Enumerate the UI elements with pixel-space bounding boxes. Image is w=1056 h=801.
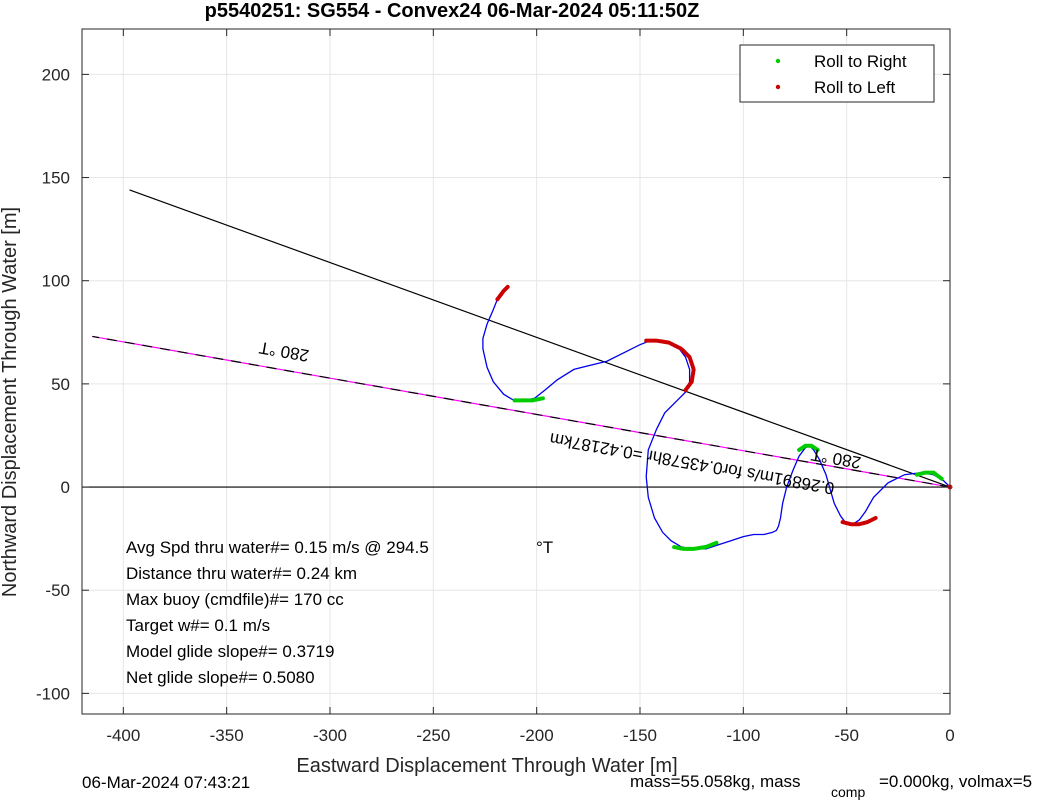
legend: Roll to Right Roll to Left — [739, 44, 935, 103]
y-tick-label: 200 — [42, 65, 70, 84]
stat-model-glide: Model glide slope#= 0.3719 — [126, 642, 334, 661]
y-tick-label: -100 — [36, 684, 70, 703]
x-tick-label: -150 — [623, 726, 657, 745]
axes-box — [81, 28, 951, 715]
stats-block: Avg Spd thru water#= 0.15 m/s @ 294.5 °T… — [126, 538, 553, 687]
x-tick-label: -200 — [520, 726, 554, 745]
legend-label-roll-left: Roll to Left — [814, 78, 896, 97]
stat-avg-speed: Avg Spd thru water#= 0.15 m/s @ 294.5 — [126, 538, 429, 557]
x-tick-label: -400 — [106, 726, 140, 745]
roll-right-segment — [797, 443, 820, 452]
stat-max-buoy: Max buoy (cmdfile)#= 170 cc — [126, 590, 344, 609]
roll-left-segment — [495, 284, 510, 302]
footer-volmax: =0.000kg, volmax=5 — [879, 772, 1032, 791]
heading-line — [129, 189, 951, 488]
legend-box — [739, 44, 935, 103]
stat-net-glide: Net glide slope#= 0.5080 — [126, 668, 315, 687]
roll-right-segment — [914, 470, 944, 481]
legend-marker-roll-right — [775, 58, 781, 64]
x-tick-label: -350 — [210, 726, 244, 745]
stat-distance: Distance thru water#= 0.24 km — [126, 564, 357, 583]
reference-lines — [82, 189, 951, 488]
footer: 06-Mar-2024 07:43:21 mass=55.058kg, mass… — [82, 772, 1032, 800]
roll-right-segment — [671, 540, 719, 551]
y-tick-label: 50 — [51, 375, 70, 394]
x-axis-label: Eastward Displacement Through Water [m] — [296, 755, 677, 777]
roll-markers — [495, 284, 953, 551]
plot-area — [82, 29, 950, 714]
legend-marker-roll-left — [775, 84, 781, 90]
footer-mass: mass=55.058kg, mass — [630, 772, 801, 791]
chart-title: p5540251: SG554 - Convex24 06-Mar-2024 0… — [205, 0, 700, 22]
roll-left-segment — [644, 338, 696, 393]
footer-date: 06-Mar-2024 07:43:21 — [82, 773, 250, 792]
stat-avg-speed-unit: °T — [536, 538, 553, 557]
x-tick-label: -250 — [416, 726, 450, 745]
stat-target-w: Target w#= 0.1 m/s — [126, 616, 270, 635]
y-axis-label: Northward Displacement Through Water [m] — [0, 207, 21, 597]
y-tick-label: 100 — [42, 272, 70, 291]
y-tick-label: -50 — [45, 581, 70, 600]
x-tick-label: -50 — [834, 726, 859, 745]
axis-ticks: -400 -350 -300 -250 -200 -150 -100 -50 0 -100 -50 0… — [36, 29, 955, 745]
x-tick-label: 0 — [945, 726, 954, 745]
footer-comp-subscript: comp — [831, 784, 865, 800]
y-tick-label: 150 — [42, 169, 70, 188]
legend-label-roll-right: Roll to Right — [814, 52, 907, 71]
x-tick-label: -300 — [313, 726, 347, 745]
x-tick-label: -100 — [726, 726, 760, 745]
net-displacement-dashed-line — [92, 335, 951, 488]
roll-left-segment — [840, 516, 878, 527]
roll-right-segment — [511, 396, 545, 403]
y-tick-label: 0 — [61, 478, 70, 497]
